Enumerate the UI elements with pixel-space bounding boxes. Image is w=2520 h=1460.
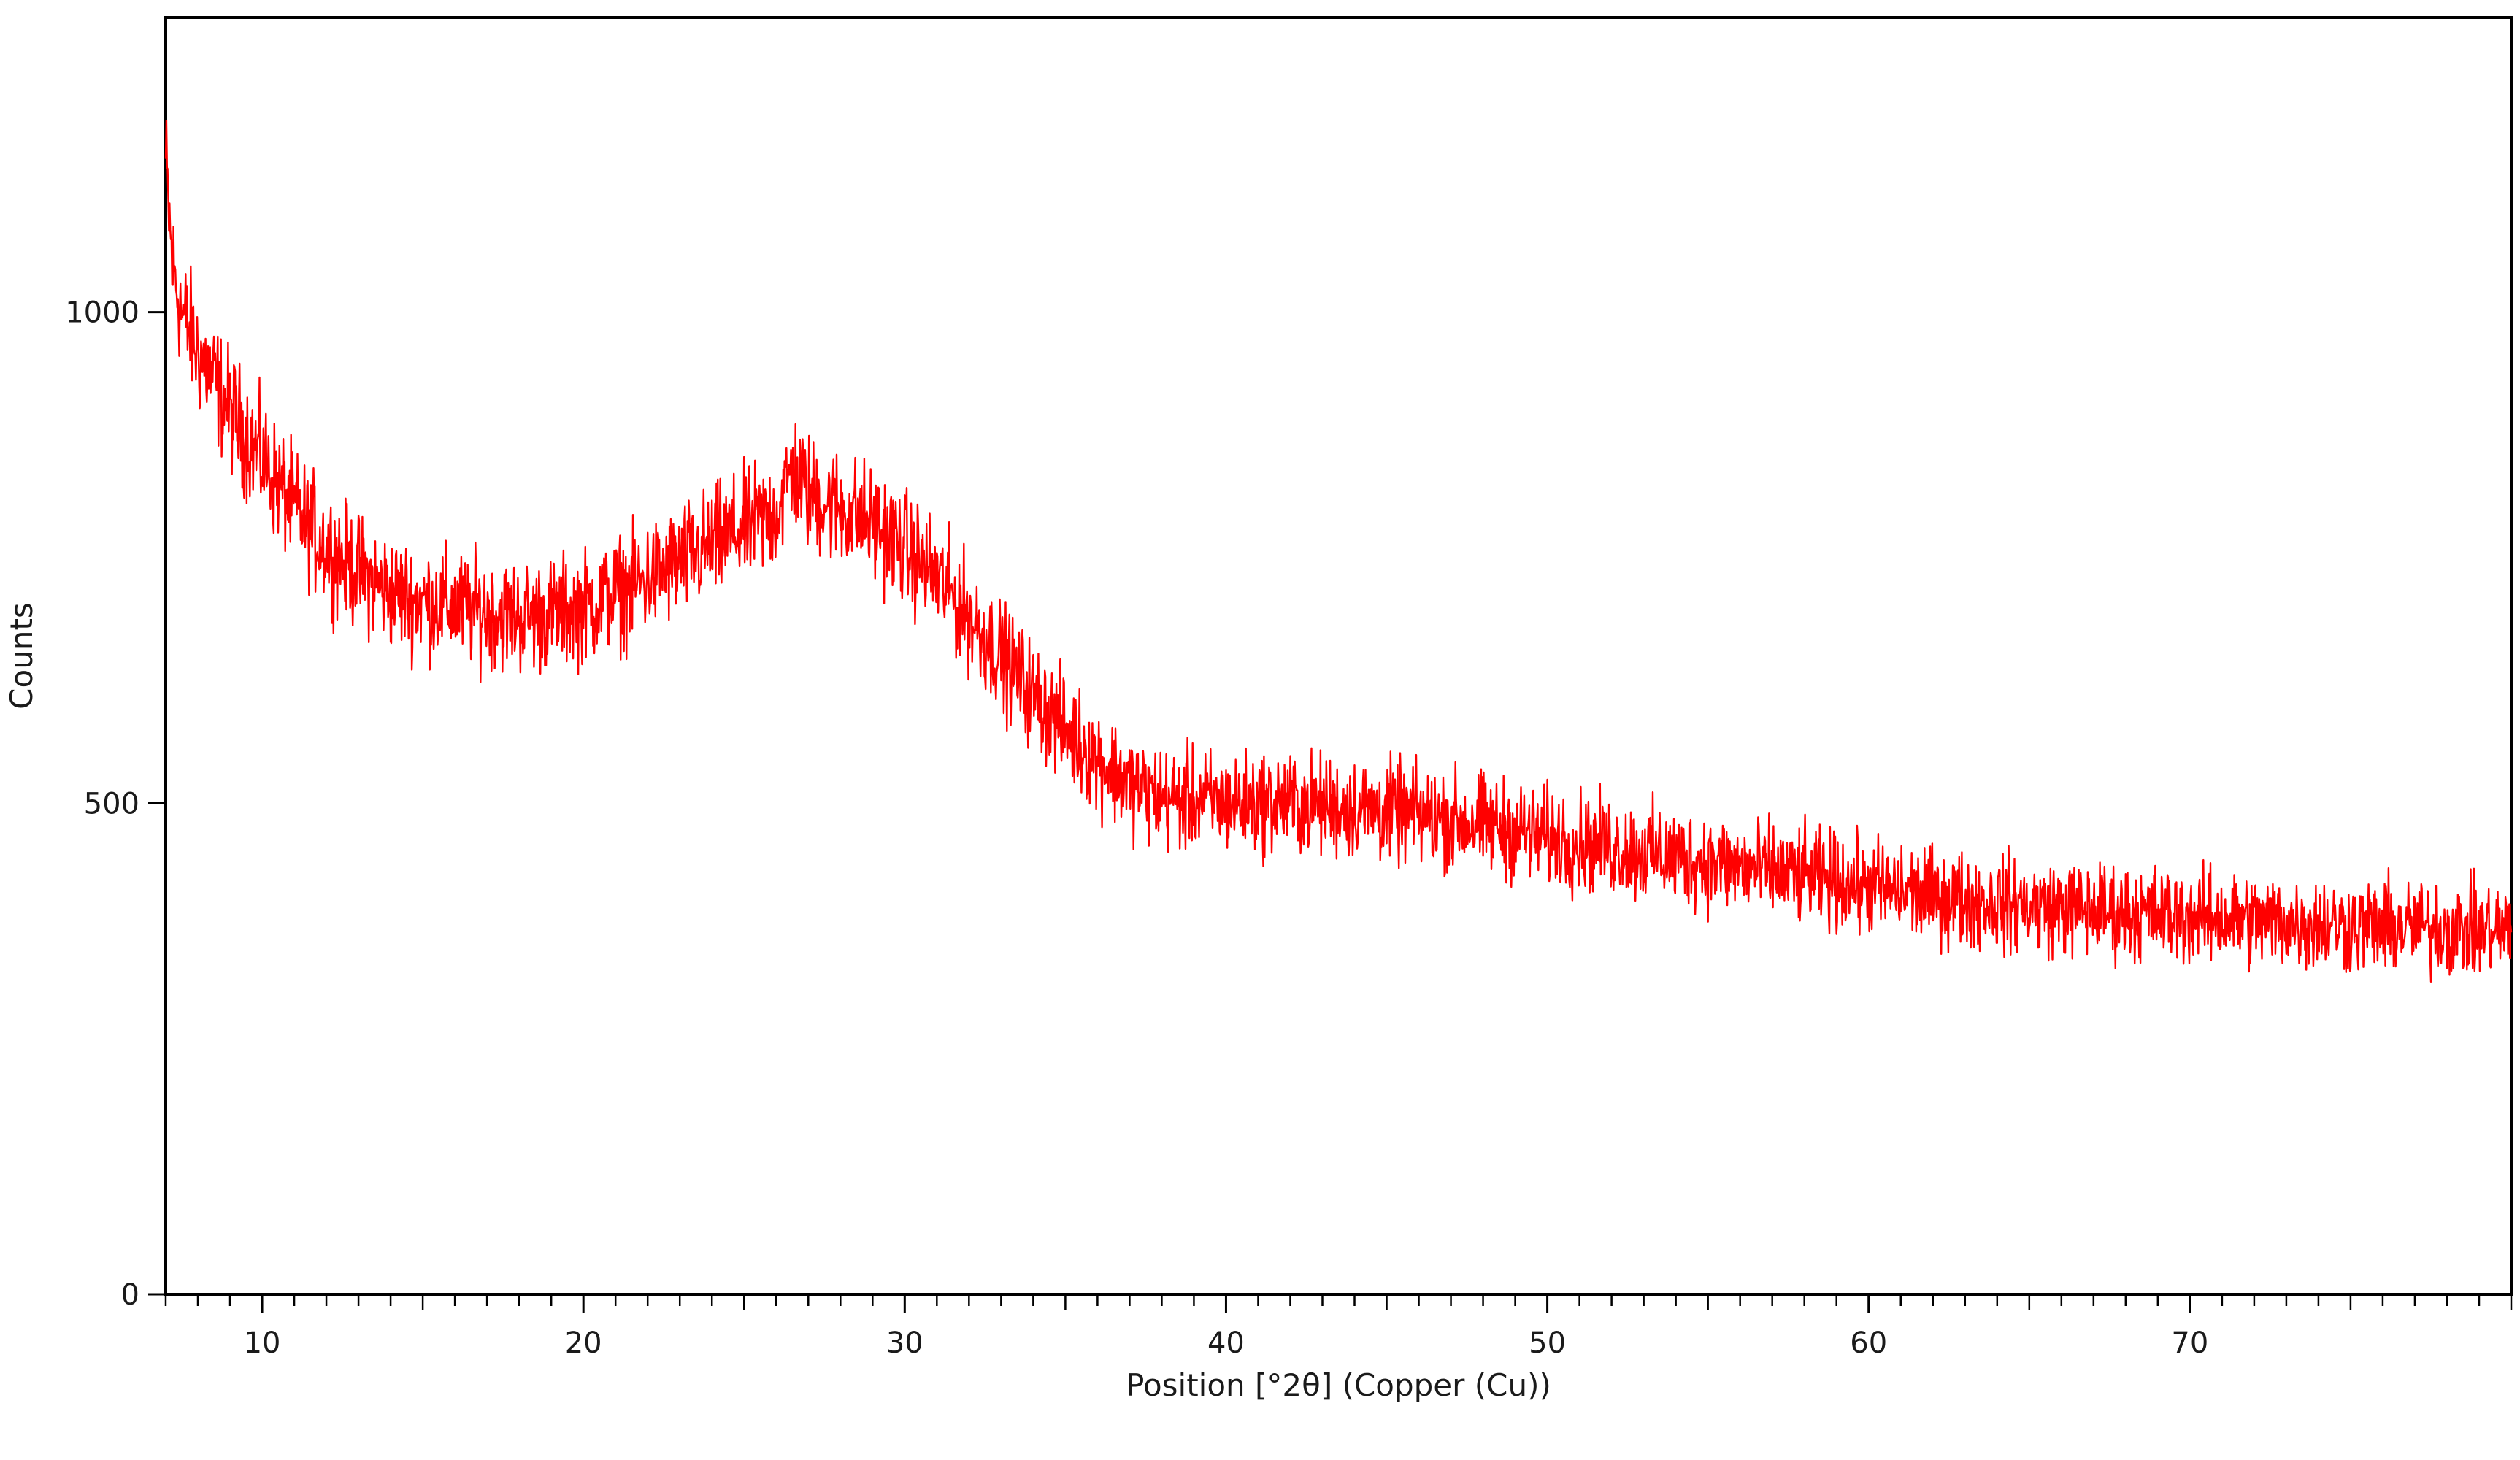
- x-tick-label: 30: [886, 1326, 923, 1360]
- x-axis-title: Position [°2θ] (Copper (Cu)): [1126, 1367, 1551, 1403]
- x-axis: 10 20 30 40 50 60 70: [164, 1294, 2513, 1360]
- x-tick-label: 50: [1529, 1326, 1566, 1360]
- y-axis: 0 500 1000: [65, 296, 166, 1312]
- x-tick-label: 70: [2171, 1326, 2208, 1360]
- series-layer: [164, 119, 2513, 983]
- plot-frame: [164, 16, 2513, 1296]
- x-tick-label: 20: [565, 1326, 602, 1360]
- y-axis-title: Counts: [4, 602, 39, 710]
- y-tick-label: 1000: [65, 296, 139, 330]
- x-tick-label: 10: [244, 1326, 281, 1360]
- y-tick-label: 0: [121, 1278, 139, 1312]
- series-line: [164, 119, 2513, 983]
- x-tick-label: 40: [1207, 1326, 1245, 1360]
- y-tick-label: 500: [84, 787, 139, 821]
- x-tick-label: 60: [1850, 1326, 1887, 1360]
